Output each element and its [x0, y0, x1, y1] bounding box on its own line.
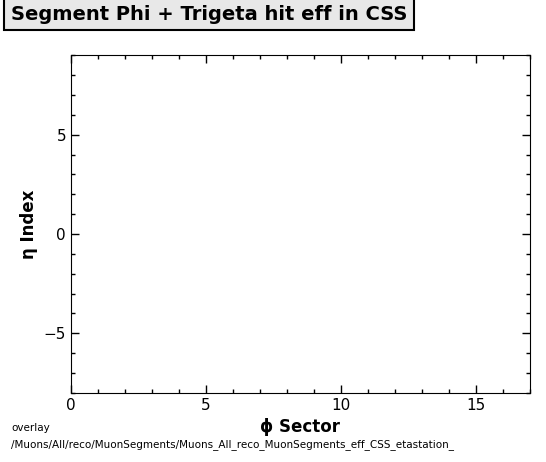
Text: /Muons/All/reco/MuonSegments/Muons_All_reco_MuonSegments_eff_CSS_etastation_: /Muons/All/reco/MuonSegments/Muons_All_r… — [11, 439, 454, 450]
X-axis label: ϕ Sector: ϕ Sector — [260, 418, 340, 436]
Text: Segment Phi + Trigeta hit eff in CSS: Segment Phi + Trigeta hit eff in CSS — [11, 5, 407, 24]
Y-axis label: η Index: η Index — [20, 189, 38, 259]
Text: overlay: overlay — [11, 423, 50, 433]
